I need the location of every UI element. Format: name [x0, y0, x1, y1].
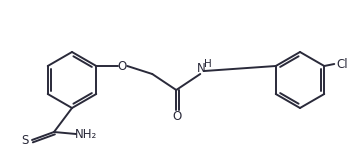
Text: N: N — [197, 62, 206, 75]
Text: O: O — [173, 111, 182, 124]
Text: NH₂: NH₂ — [75, 128, 97, 140]
Text: S: S — [21, 135, 29, 148]
Text: Cl: Cl — [336, 58, 348, 71]
Text: H: H — [204, 59, 212, 69]
Text: O: O — [118, 60, 127, 73]
